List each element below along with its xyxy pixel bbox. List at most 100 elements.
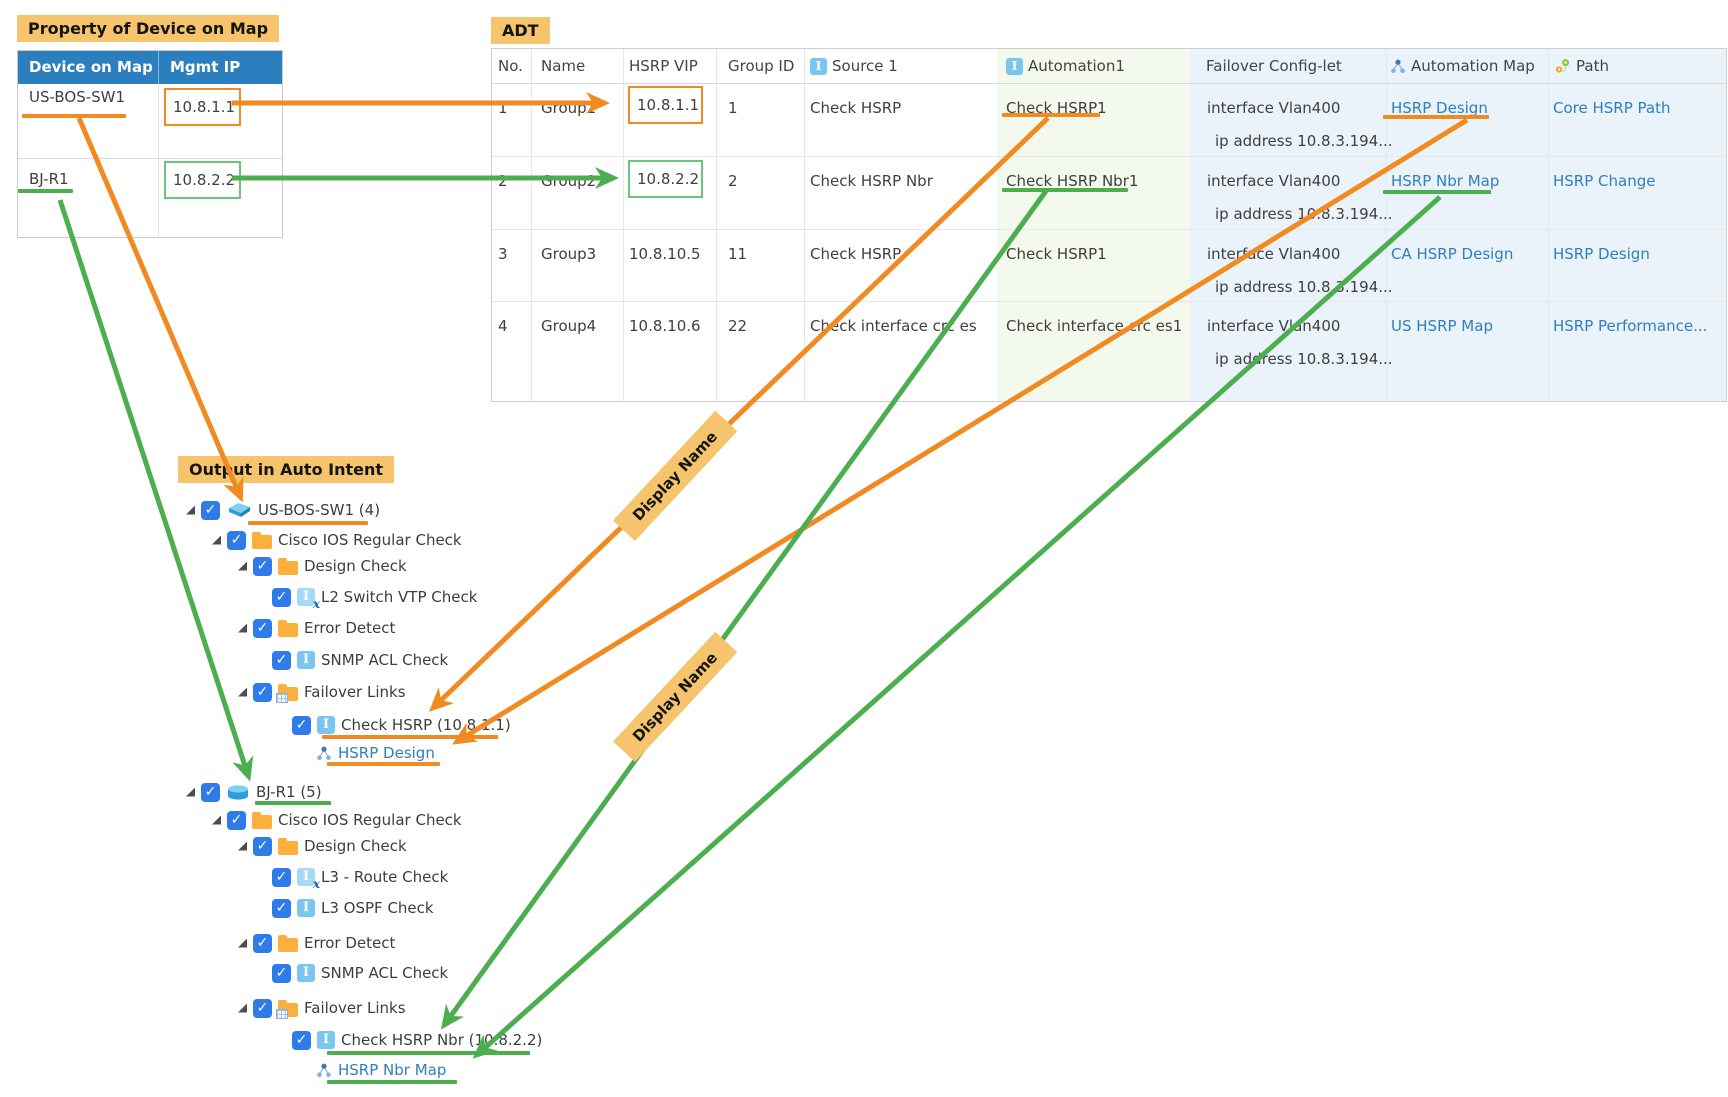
tree-node-label[interactable]: Failover Links	[304, 683, 406, 701]
column-header-group-id: Group ID	[728, 57, 795, 75]
column-header-device-on-map: Device on Map	[29, 58, 153, 76]
expander-icon[interactable]	[186, 505, 195, 515]
adt-cell-source: Check HSRP	[810, 99, 902, 117]
folder-icon	[278, 934, 298, 952]
column-divider	[1548, 49, 1549, 401]
router-icon	[228, 784, 248, 800]
underline-green	[1383, 190, 1491, 194]
checked-checkbox[interactable]	[227, 530, 246, 550]
folder-icon	[278, 619, 298, 637]
checked-checkbox[interactable]	[272, 650, 291, 670]
tree-node-label[interactable]: Check HSRP (10.8.1.1)	[341, 716, 511, 734]
tree-node-label[interactable]: Failover Links	[304, 999, 406, 1017]
tree-node-folder: Error Detect	[238, 931, 395, 955]
tree-node-label[interactable]: Cisco IOS Regular Check	[278, 811, 462, 829]
row-divider	[18, 158, 282, 159]
tree-node-label[interactable]: SNMP ACL Check	[321, 964, 449, 982]
row-divider	[492, 301, 1726, 302]
expander-icon[interactable]	[238, 561, 247, 571]
tree-node-label[interactable]: Design Check	[304, 837, 407, 855]
tree-node-label[interactable]: BJ-R1 (5)	[256, 783, 322, 801]
adt-link-automation-map[interactable]: US HSRP Map	[1391, 317, 1493, 335]
underline-green	[1002, 188, 1128, 192]
adt-link-path[interactable]: HSRP Performance...	[1553, 317, 1708, 335]
checked-checkbox[interactable]	[292, 1030, 311, 1050]
tree-node-leaf: SNMP ACL Check	[272, 648, 448, 672]
tree-node-device: US-BOS-SW1 (4)	[186, 498, 380, 522]
adt-hsrp-vip-highlight-box: 10.8.1.1	[628, 86, 703, 124]
tree-node-label[interactable]: US-BOS-SW1 (4)	[258, 501, 381, 519]
arrow-device-to-tree-green	[57, 199, 254, 782]
adt-cell-automation: Check HSRP1	[1006, 99, 1107, 117]
folder-table-icon	[276, 999, 298, 1019]
adt-link-automation-map[interactable]: HSRP Design	[1391, 99, 1488, 117]
tree-node-label[interactable]: Cisco IOS Regular Check	[278, 531, 462, 549]
checked-checkbox[interactable]	[201, 500, 220, 520]
expander-icon[interactable]	[212, 815, 221, 825]
tree-node-label[interactable]: Error Detect	[304, 934, 396, 952]
adt-cell-group-id: 22	[728, 317, 748, 335]
mgmt-ip-cell-highlight-box: 10.8.1.1	[164, 88, 241, 126]
adt-link-path[interactable]: HSRP Design	[1553, 245, 1650, 263]
adt-table-title: ADT	[491, 17, 550, 44]
checked-checkbox[interactable]	[272, 898, 291, 918]
expander-icon[interactable]	[212, 535, 221, 545]
tree-node-label[interactable]: Design Check	[304, 557, 407, 575]
adt-cell-name: Group2	[541, 172, 597, 190]
checked-checkbox[interactable]	[253, 618, 272, 638]
checked-checkbox[interactable]	[272, 587, 291, 607]
checked-checkbox[interactable]	[253, 836, 272, 856]
tree-map-link-label[interactable]: HSRP Design	[338, 744, 435, 762]
tree-node-label[interactable]: SNMP ACL Check	[321, 651, 449, 669]
checked-checkbox[interactable]	[253, 682, 272, 702]
row-divider	[492, 229, 1726, 230]
expander-icon[interactable]	[186, 787, 195, 797]
tree-map-link-label[interactable]: HSRP Nbr Map	[338, 1061, 447, 1079]
checked-checkbox[interactable]	[292, 715, 311, 735]
map-pins-icon	[1555, 58, 1570, 73]
tree-node-label[interactable]: L3 OSPF Check	[321, 899, 434, 917]
expander-icon[interactable]	[238, 841, 247, 851]
adt-link-path[interactable]: HSRP Change	[1553, 172, 1656, 190]
column-header-failover-configlet: Failover Config-let	[1206, 57, 1342, 75]
column-header-path: Path	[1554, 56, 1609, 76]
tree-node-label[interactable]: Check HSRP Nbr (10.8.2.2)	[341, 1031, 543, 1049]
checked-checkbox[interactable]	[253, 556, 272, 576]
checked-checkbox[interactable]	[253, 998, 272, 1018]
expander-icon[interactable]	[238, 1003, 247, 1013]
info-badge-icon	[810, 57, 827, 75]
tree-node-label[interactable]: Error Detect	[304, 619, 396, 637]
expander-icon[interactable]	[238, 687, 247, 697]
header-divider	[492, 83, 1726, 84]
adt-link-automation-map[interactable]: CA HSRP Design	[1391, 245, 1514, 263]
adt-cell-source: Check interface crc es	[810, 317, 977, 335]
checked-checkbox[interactable]	[272, 963, 291, 983]
tree-node-leaf: Check HSRP (10.8.1.1)	[292, 713, 511, 737]
checked-checkbox[interactable]	[227, 810, 246, 830]
checked-checkbox[interactable]	[201, 782, 220, 802]
tree-node-folder: Failover Links	[238, 680, 406, 704]
tree-node-label[interactable]: L3 - Route Check	[321, 868, 449, 886]
expander-icon[interactable]	[238, 623, 247, 633]
column-divider	[623, 49, 624, 401]
adt-cell-failover-line2: ip address 10.8.3.194...	[1215, 205, 1393, 223]
checked-checkbox[interactable]	[253, 933, 272, 953]
info-badge-icon	[297, 651, 315, 669]
info-badge-icon	[1006, 57, 1023, 75]
adt-link-automation-map[interactable]: HSRP Nbr Map	[1391, 172, 1500, 190]
folder-icon	[278, 557, 298, 575]
property-table-title: Property of Device on Map	[17, 15, 280, 42]
adt-cell-failover-line1: interface Vlan400	[1207, 317, 1341, 335]
column-header-automation-map: Automation Map	[1390, 56, 1535, 76]
adt-link-path[interactable]: Core HSRP Path	[1553, 99, 1671, 117]
info-x-badge-icon	[297, 588, 320, 611]
expander-icon[interactable]	[238, 938, 247, 948]
adt-cell-group-id: 11	[728, 245, 748, 263]
underline-orange	[1383, 115, 1489, 119]
tree-node-folder: Cisco IOS Regular Check	[212, 528, 462, 552]
checked-checkbox[interactable]	[272, 867, 291, 887]
hierarchy-map-icon	[317, 746, 331, 760]
tree-node-folder: Failover Links	[238, 996, 406, 1020]
tree-node-label[interactable]: L2 Switch VTP Check	[321, 588, 478, 606]
column-divider	[531, 49, 532, 401]
